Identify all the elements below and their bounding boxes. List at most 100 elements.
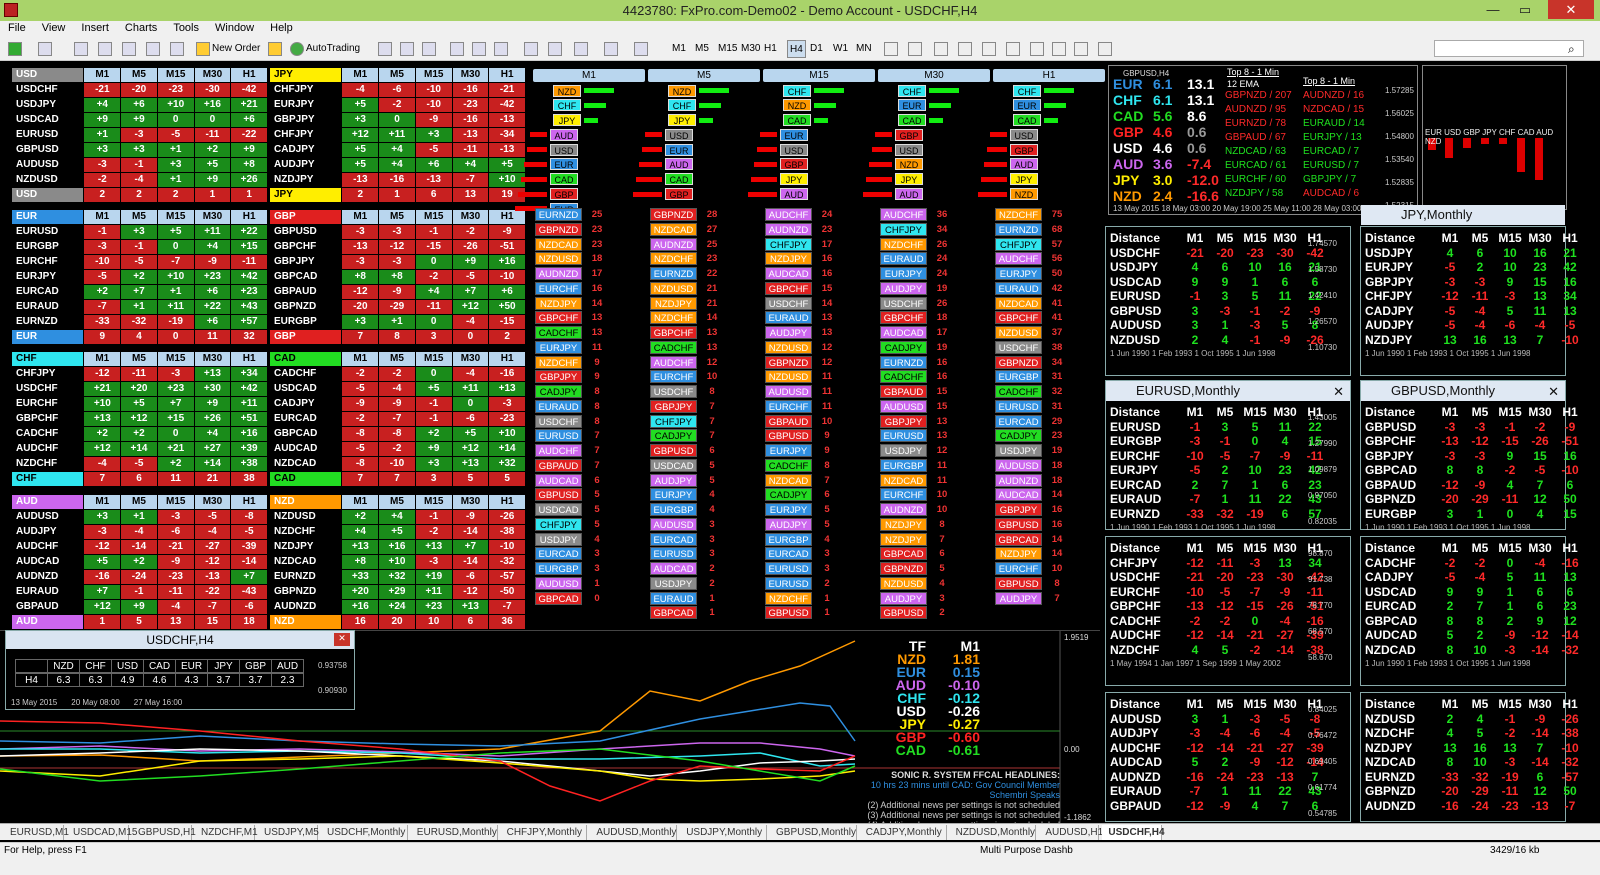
indicators-icon[interactable] [574,42,588,56]
distance-window[interactable]: Distance M1 M5 M15 M30 H1 USDCHF -21 -20 -23 -30 -4… [1105,226,1351,376]
rank-currency: EUR [550,158,578,171]
label-icon[interactable] [1074,42,1088,56]
profiles-icon[interactable] [38,42,52,56]
market-watch-icon[interactable] [74,42,88,56]
search-icon[interactable]: ⌕ [1568,42,1575,56]
metaeditor-icon[interactable] [268,42,282,56]
distance-window[interactable]: Distance M1 M5 M15 M30 H1 AUDUSD 3 1 -3 -5 -8 AUDJPY… [1105,692,1351,822]
distance-window[interactable]: EURUSD,Monthly ✕ Distance M1 M5 M15 M30 H1 EURUS… [1105,380,1351,532]
minimize-button[interactable]: — [1486,2,1500,17]
arrows-icon[interactable] [1098,42,1112,56]
window-titlebar[interactable]: EURUSD,Monthly ✕ [1106,381,1350,401]
tf-button-m15[interactable]: M15 [718,43,738,54]
close-button[interactable]: ✕ [1548,0,1594,19]
window-titlebar[interactable]: GBPUSD,Monthly ✕ [1361,381,1565,401]
sorted-pair-value: 3 [824,563,830,574]
cursor-icon[interactable] [884,42,898,56]
navigator-icon[interactable] [122,42,136,56]
tf-button-m30[interactable]: M30 [741,43,761,54]
tf-button-w1[interactable]: W1 [833,43,848,54]
chart-tab[interactable]: EURUSD,Monthly [411,825,498,840]
sorted-pair-label: GBPCAD [650,606,697,620]
menu-help[interactable]: Help [270,22,293,34]
distance-value: 6 [1281,274,1289,289]
menu-file[interactable]: File [8,22,26,34]
fibonacci-icon[interactable] [1030,42,1044,56]
distance-value: -16 [1561,555,1579,570]
menu-tools[interactable]: Tools [173,22,199,34]
search-input[interactable] [1434,40,1584,57]
chart-tab[interactable]: NZDUSD,Monthly [950,825,1037,840]
chart-tab[interactable]: GBPUSD,Monthly [770,825,857,840]
chart-tab[interactable]: AUDUSD,H1 [1039,825,1103,840]
periods-icon[interactable] [604,42,618,56]
menu-charts[interactable]: Charts [124,22,158,34]
menu-view[interactable]: View [41,22,66,34]
data-window-icon[interactable] [98,42,112,56]
pair-row: NZDCAD -8 -10 +3 +13 +32 [270,457,525,471]
base-currency-label: GBP [270,210,342,224]
tf-button-h1[interactable]: H1 [764,43,777,54]
new-order-button[interactable]: New Order [212,43,261,54]
line-chart-icon[interactable] [422,42,436,56]
window-titlebar[interactable]: JPY,Monthly [1361,205,1565,225]
sonic-line3: (3) Additional news per settings is not … [867,810,1060,820]
tf-button-m1[interactable]: M1 [672,43,686,54]
window-close-icon[interactable]: ✕ [1333,384,1344,399]
sorted-pair-label: EURCAD [765,547,812,561]
chart-tab[interactable]: USDJPY,M5 [258,825,319,840]
autoscroll-icon[interactable] [548,42,562,56]
terminal-icon[interactable] [146,42,160,56]
vertical-line-icon[interactable] [934,42,948,56]
menu-insert[interactable]: Insert [81,22,109,34]
candlesticks-icon[interactable] [400,42,414,56]
chart-shift-icon[interactable] [524,42,538,56]
tf-button-m5[interactable]: M5 [695,43,709,54]
horizontal-line-icon[interactable] [958,42,972,56]
autotrading-button[interactable]: AutoTrading [306,43,361,54]
chart-tab[interactable]: AUDUSD,Monthly [590,825,678,840]
chart-tab[interactable]: NZDCHF,M1 [195,825,258,840]
zoom-out-icon[interactable] [472,42,486,56]
tf-button-d1[interactable]: D1 [810,43,823,54]
distance-window[interactable]: Distance M1 M5 M15 M30 H1 NZDUSD 2 4 -1 -9 -26 NZDCH… [1360,692,1579,822]
trendline-icon[interactable] [982,42,996,56]
maximize-button[interactable]: ▭ [1518,2,1532,17]
distance-window[interactable]: Distance M1 M5 M15 M30 H1 CADCHF -2 -2 0 -4 -16 CADJ… [1360,536,1579,686]
strength-value: +13 [452,457,489,471]
chart-tab[interactable]: CHFJPY,Monthly [501,825,588,840]
tester-icon[interactable] [170,42,184,56]
top-strength-currency: CHF [1113,92,1142,108]
window-close-icon[interactable]: ✕ [1548,384,1559,399]
sorted-pair-label: AUDCAD [535,473,582,487]
strength-value: -5 [121,457,157,471]
chart-tab[interactable]: USDCAD,M15 [67,825,137,840]
chart-tab[interactable]: CADJPY,Monthly [860,825,947,840]
distance-col-header: Distance [1110,541,1161,555]
window-price: 68.570 [1308,627,1333,636]
distance-window[interactable]: GBPUSD,Monthly ✕ Distance M1 M5 M15 M30 H1 GBPUS… [1360,380,1579,532]
text-icon[interactable] [1052,42,1066,56]
zoom-in-icon[interactable] [450,42,464,56]
chart-tab[interactable]: EURUSD,M1 [4,825,69,840]
distance-value: -9 [1309,303,1321,318]
chart-tab[interactable]: GBPUSD,H1 [132,825,196,840]
templates-icon[interactable] [634,42,648,56]
distance-window[interactable]: JPY,Monthly Distance M1 M5 M15 M30 H1 USDJPY 4 6 1… [1360,205,1579,376]
usdchf-h4-window[interactable]: USDCHF,H4 ✕ NZD CHF USD CAD EUR JPY GBP AUD H4 6… [5,630,355,710]
chart-tab[interactable]: USDCHF,H4 [1102,825,1165,840]
mini-close-button[interactable]: ✕ [334,633,350,646]
chart-tab[interactable]: USDJPY,Monthly [680,825,767,840]
footer-label: EUR [12,330,84,344]
menu-window[interactable]: Window [215,22,255,34]
crosshair-icon[interactable] [908,42,922,56]
bar-chart-icon[interactable] [378,42,392,56]
equidistant-channel-icon[interactable] [1006,42,1020,56]
chart-tab[interactable]: USDCHF,Monthly [321,825,408,840]
tf-button-mn[interactable]: MN [856,43,872,54]
distance-value: 1 [1506,584,1514,599]
distance-window[interactable]: Distance M1 M5 M15 M30 H1 CHFJPY -12 -11 -3 13 34 US… [1105,536,1351,686]
tf-button-h4[interactable]: H4 [787,40,806,58]
new-chart-icon[interactable] [8,42,22,56]
tile-windows-icon[interactable] [494,42,508,56]
